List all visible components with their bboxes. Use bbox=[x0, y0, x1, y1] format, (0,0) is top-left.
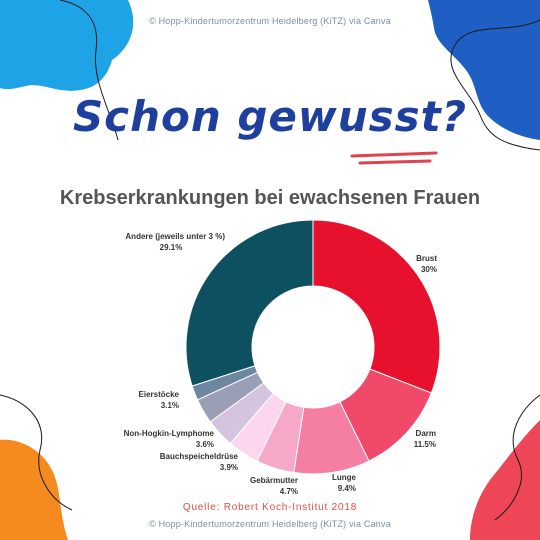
slice-label-name: Bauchspeicheldrüse bbox=[160, 452, 239, 461]
slice-label-value: 11.5% bbox=[414, 440, 436, 449]
chart-title: Krebserkrankungen bei ewachsenen Frauen bbox=[59, 187, 481, 209]
slice-label-name: Lunge bbox=[332, 473, 357, 482]
squiggle-top-right bbox=[450, 19, 540, 151]
slice-labels: Brust 30% Darm 11.5% Lunge 9.4% Gebärmutter 4.7… bbox=[124, 232, 438, 496]
squiggle-bottom-left bbox=[0, 394, 73, 511]
slice-label-name: Non-Hogkin-Lymphome bbox=[124, 429, 215, 438]
blob-bottom-left bbox=[0, 439, 68, 540]
donut-slices bbox=[185, 219, 441, 475]
donut-slice-andere-jeweils-unter-3 bbox=[185, 219, 314, 387]
image-credit-top: © Hopp-Kindertumorzentrum Heidelberg (Ki… bbox=[149, 16, 391, 26]
slice-label-name: Gebärmutter bbox=[250, 476, 298, 485]
headline: Schon gewusst? bbox=[72, 92, 468, 141]
slice-label-value: 3.9% bbox=[220, 463, 238, 472]
slice-label-name: Andere (jeweils unter 3 %) bbox=[125, 232, 225, 241]
source-note: Quelle: Robert Koch-Institut 2018 bbox=[182, 502, 358, 513]
slice-label-value: 9.4% bbox=[338, 484, 356, 493]
blob-top-left bbox=[0, 0, 134, 91]
image-credit-bottom: © Hopp-Kindertumorzentrum Heidelberg (Ki… bbox=[149, 519, 391, 529]
slice-label-name: Darm bbox=[416, 429, 436, 438]
slice-label-value: 4.7% bbox=[280, 487, 298, 496]
slice-label-value: 30% bbox=[421, 265, 437, 274]
headline-underline bbox=[350, 151, 438, 158]
squiggle-bottom-right bbox=[494, 394, 540, 521]
headline-underline-2 bbox=[358, 159, 432, 165]
squiggle-top-left bbox=[59, 0, 119, 141]
slice-label-value: 3.6% bbox=[196, 440, 214, 449]
slice-label-value: 29.1% bbox=[160, 243, 183, 252]
blob-top-right bbox=[428, 0, 540, 140]
slice-label-value: 3.1% bbox=[161, 401, 179, 410]
donut-slice-brust bbox=[312, 219, 441, 394]
slice-label-name: Eierstöcke bbox=[139, 390, 180, 399]
blob-bottom-right bbox=[470, 420, 540, 540]
slice-label-name: Brust bbox=[416, 254, 437, 263]
